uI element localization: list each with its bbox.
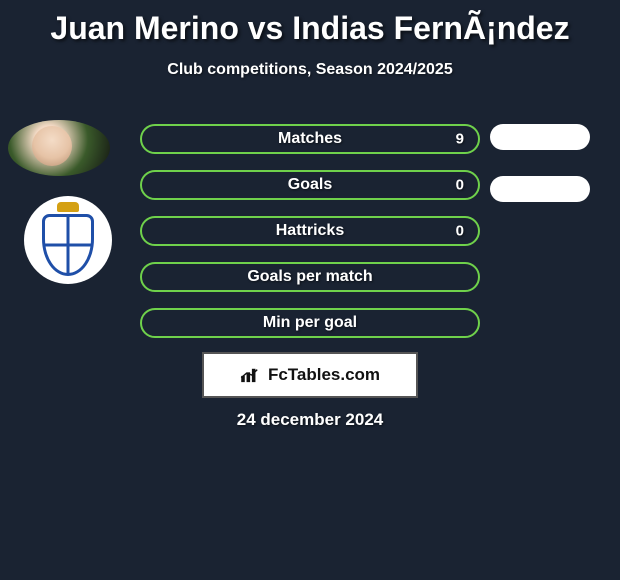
avatar-column — [8, 120, 128, 284]
secondary-pill — [490, 124, 590, 150]
stat-row-mpg: Min per goal — [140, 308, 480, 338]
stat-label: Goals per match — [247, 268, 372, 286]
stat-pill: Goals per match — [140, 262, 480, 292]
stat-label: Hattricks — [276, 222, 344, 240]
stat-row-goals: Goals 0 — [140, 170, 480, 200]
stat-bars: Matches 9 Goals 0 Hattricks 0 Goals per … — [140, 124, 480, 354]
comparison-card: Juan Merino vs Indias FernÃ¡ndez Club co… — [0, 0, 620, 580]
stat-value: 9 — [456, 131, 464, 148]
stat-pill: Goals 0 — [140, 170, 480, 200]
secondary-pill — [490, 176, 590, 202]
club-crest — [24, 196, 112, 284]
stat-label: Goals — [288, 176, 332, 194]
stat-row-hattricks: Hattricks 0 — [140, 216, 480, 246]
brand-box: FcTables.com — [202, 352, 418, 398]
stat-pill: Min per goal — [140, 308, 480, 338]
stat-label: Min per goal — [263, 314, 357, 332]
brand-text: FcTables.com — [268, 365, 380, 385]
stat-pill: Hattricks 0 — [140, 216, 480, 246]
bars-icon — [240, 367, 262, 383]
stat-row-matches: Matches 9 — [140, 124, 480, 154]
crest-shield-icon — [42, 214, 94, 276]
crest-crown-icon — [57, 202, 79, 212]
stat-row-gpm: Goals per match — [140, 262, 480, 292]
stat-pill: Matches 9 — [140, 124, 480, 154]
page-title: Juan Merino vs Indias FernÃ¡ndez — [0, 0, 620, 47]
secondary-pills — [490, 124, 600, 202]
stat-value: 0 — [456, 223, 464, 240]
date-text: 24 december 2024 — [0, 410, 620, 430]
stat-value: 0 — [456, 177, 464, 194]
player-avatar — [8, 120, 110, 176]
stat-label: Matches — [278, 130, 342, 148]
subtitle: Club competitions, Season 2024/2025 — [0, 61, 620, 79]
